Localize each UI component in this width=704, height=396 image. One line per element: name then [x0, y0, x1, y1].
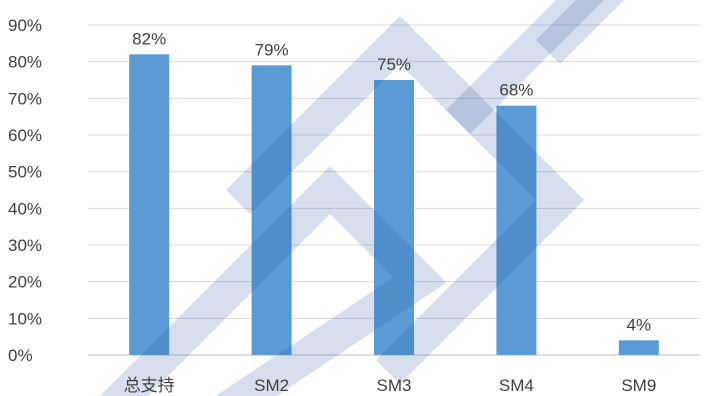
y-tick-label: 0% [8, 346, 33, 365]
bars [129, 54, 659, 356]
category-label: SM4 [499, 376, 534, 395]
data-label: 68% [499, 81, 533, 100]
data-label: 79% [255, 40, 289, 59]
watermark-stroke-4 [535, 0, 625, 65]
bar-1 [129, 54, 170, 355]
data-label: 82% [132, 29, 166, 48]
y-tick-label: 40% [8, 199, 42, 218]
watermark-stroke-1 [99, 165, 447, 396]
y-tick-label: 50% [8, 163, 42, 182]
bar-4 [496, 105, 537, 356]
x-axis-categories: 总支持 SM2 SM3 SM4 SM9 [124, 376, 657, 395]
y-tick-label: 80% [8, 53, 42, 72]
watermark [99, 0, 625, 396]
y-axis-ticks: 0% 10% 20% 30% 40% 50% 60% 70% 80% 90% [8, 16, 42, 365]
y-tick-label: 70% [8, 89, 42, 108]
bar-5 [618, 340, 659, 355]
y-tick-label: 60% [8, 126, 42, 145]
bar-3 [374, 80, 414, 355]
category-label: SM3 [377, 376, 412, 395]
y-tick-label: 30% [8, 236, 42, 255]
bar-2 [251, 65, 292, 355]
watermark-stroke-3 [445, 0, 605, 135]
data-labels: 82% 79% 75% 68% 4% [132, 29, 651, 334]
watermark-stroke-2 [225, 15, 585, 385]
y-tick-label: 90% [8, 16, 42, 35]
data-label: 4% [627, 315, 652, 334]
category-label: SM9 [621, 376, 656, 395]
data-label: 75% [377, 55, 411, 74]
category-label: SM2 [254, 376, 289, 395]
category-label: 总支持 [124, 376, 175, 395]
y-tick-label: 10% [8, 309, 42, 328]
y-tick-label: 20% [8, 273, 42, 292]
